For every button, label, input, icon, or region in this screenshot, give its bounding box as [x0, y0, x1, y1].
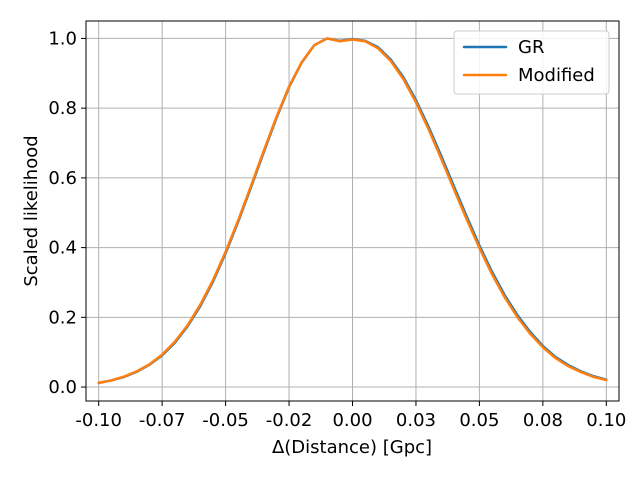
series-line-modified	[97, 37, 608, 385]
x-tick-label: 0.05	[459, 410, 499, 431]
y-tick-label: 0.0	[48, 377, 77, 398]
x-tick-label: -0.05	[202, 410, 249, 431]
y-tick-label: 0.6	[48, 168, 77, 189]
grid	[86, 21, 619, 401]
x-tick-label: -0.07	[139, 410, 186, 431]
x-tick-label: 0.00	[332, 410, 372, 431]
legend: GR Modified	[453, 30, 610, 95]
x-tick-label: 0.03	[396, 410, 436, 431]
y-tick-label: 0.4	[48, 238, 77, 259]
y-axis-ticks: 0.0 0.2 0.4 0.6 0.8 1.0	[48, 28, 86, 398]
x-axis-label: Δ(Distance) [Gpc]	[272, 437, 432, 458]
legend-label-modified: Modified	[518, 65, 595, 86]
y-axis-label: Scaled likelihood	[21, 135, 42, 286]
series-lines	[97, 37, 608, 385]
x-tick-label: 0.08	[523, 410, 563, 431]
y-tick-label: 1.0	[48, 28, 77, 49]
x-tick-label: -0.10	[75, 410, 122, 431]
y-tick-label: 0.8	[48, 98, 77, 119]
x-axis-ticks: -0.10 -0.07 -0.05 -0.02 0.00 0.03 0.05 0.08 0.10	[75, 401, 626, 431]
x-tick-label: -0.02	[266, 410, 313, 431]
x-tick-label: 0.10	[586, 410, 626, 431]
y-tick-label: 0.2	[48, 307, 77, 328]
legend-label-gr: GR	[518, 37, 544, 58]
